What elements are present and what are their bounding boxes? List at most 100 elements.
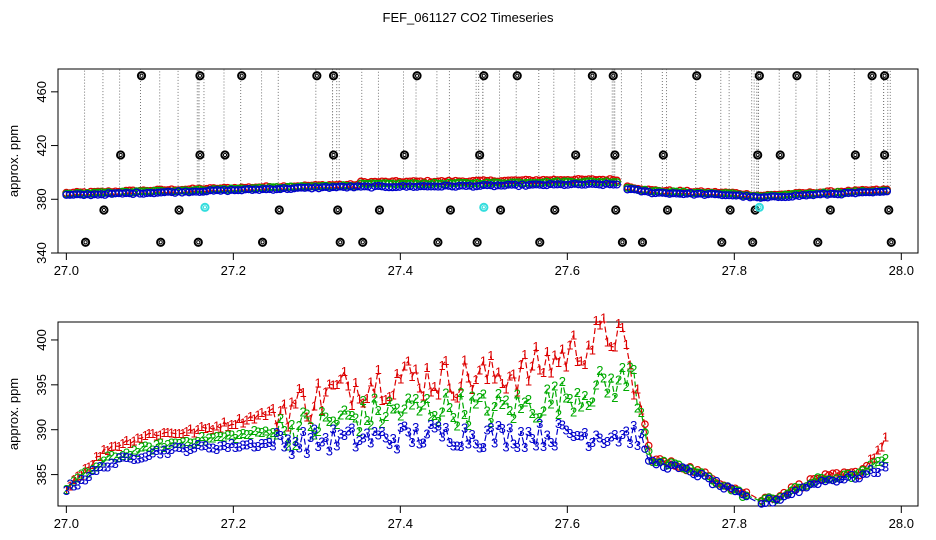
series-marker-1: 1 — [93, 449, 100, 464]
series-ring-3 — [772, 495, 781, 504]
series-marker-1: 1 — [138, 431, 145, 446]
series-marker-2: 2 — [525, 392, 532, 407]
series-marker-1: 1 — [254, 407, 261, 422]
series-marker-3: 3 — [577, 428, 584, 443]
series-marker-1: 1 — [78, 468, 85, 483]
series-marker-1: 1 — [469, 382, 476, 397]
series-marker-2: 2 — [89, 462, 96, 477]
series-marker-1: 1 — [882, 429, 889, 444]
calibration-point — [433, 237, 443, 247]
top-data-points — [62, 71, 896, 247]
series-marker-3: 3 — [397, 420, 404, 435]
calibration-point — [445, 205, 456, 215]
series-marker-3: 3 — [254, 439, 261, 454]
calibration-point — [725, 205, 735, 215]
series-marker-3: 3 — [457, 439, 464, 454]
series-marker-3: 3 — [82, 472, 89, 487]
series-marker-1: 1 — [371, 385, 378, 400]
series-marker-3: 3 — [78, 472, 85, 487]
calibration-point-inner — [481, 205, 486, 210]
series-marker-2: 2 — [134, 445, 141, 460]
calibration-point-inner — [377, 207, 382, 213]
series-marker-3: 3 — [164, 446, 171, 461]
bottom-y-axis-label: approx. ppm — [6, 378, 21, 450]
calibration-point — [399, 150, 410, 160]
series-marker-3: 3 — [236, 439, 243, 454]
series-marker-1: 1 — [619, 320, 626, 335]
series-marker-2: 2 — [435, 414, 442, 429]
series-marker-1: 1 — [363, 391, 370, 406]
series-marker-1: 1 — [112, 439, 119, 454]
series-marker-1: 1 — [85, 460, 92, 475]
series-marker-1: 1 — [570, 328, 577, 343]
series-marker-1: 1 — [243, 412, 250, 427]
series-marker-2: 2 — [555, 407, 562, 422]
calibration-point — [611, 205, 621, 215]
x-tick-label: 27.2 — [221, 263, 246, 278]
calibration-point-inner — [778, 152, 783, 158]
series-marker-2: 2 — [175, 436, 182, 451]
series-ring-3 — [851, 475, 860, 483]
series-marker-3: 3 — [423, 426, 430, 441]
series-marker-2: 2 — [277, 411, 284, 426]
series-marker-2: 2 — [540, 404, 547, 419]
series-marker-2: 2 — [412, 391, 419, 406]
series-marker-1: 1 — [521, 347, 528, 362]
x-tick-label: 27.8 — [722, 263, 747, 278]
series-marker-3: 3 — [311, 421, 318, 436]
series-marker-1: 1 — [228, 417, 235, 432]
series-marker-1: 1 — [202, 421, 209, 436]
series-marker-1: 1 — [529, 358, 536, 373]
calibration-point-inner — [498, 207, 503, 213]
calibration-point-inner — [613, 207, 618, 213]
series-marker-1: 1 — [566, 338, 573, 353]
series-marker-3: 3 — [115, 451, 122, 466]
series-marker-1: 1 — [187, 422, 194, 437]
calibration-point-inner — [176, 207, 182, 213]
series-marker-1: 1 — [318, 403, 325, 418]
calibration-point-inner — [573, 152, 578, 158]
calibration-point-inner — [869, 73, 875, 78]
ring-point — [630, 185, 639, 194]
series-marker-1: 1 — [502, 381, 509, 396]
series-ring-3 — [806, 480, 815, 489]
series-marker-2: 2 — [266, 427, 273, 442]
series-marker-2: 2 — [112, 450, 119, 465]
series-marker-2: 2 — [495, 386, 502, 401]
series-marker-3: 3 — [288, 447, 295, 462]
series-marker-2: 2 — [611, 390, 618, 405]
calibration-point — [608, 71, 618, 81]
series-marker-2: 2 — [566, 391, 573, 406]
calibration-point — [312, 71, 322, 81]
series-marker-2: 2 — [356, 424, 363, 439]
series-marker-2: 2 — [273, 428, 280, 443]
series-ring-3 — [814, 480, 822, 489]
series-ring-3 — [832, 478, 841, 486]
series-marker-3: 3 — [281, 440, 288, 455]
series-marker-3: 3 — [142, 449, 149, 464]
series-marker-3: 3 — [570, 429, 577, 444]
series-marker-1: 1 — [487, 348, 494, 363]
series-marker-2: 2 — [442, 385, 449, 400]
series-marker-1: 1 — [589, 342, 596, 357]
series-marker-3: 3 — [266, 435, 273, 450]
series-marker-1: 1 — [341, 364, 348, 379]
series-marker-3: 3 — [104, 460, 111, 475]
series-marker-1: 1 — [427, 384, 434, 399]
series-marker-1: 1 — [70, 472, 77, 487]
series-marker-2: 2 — [867, 458, 874, 473]
calibration-point-inner — [197, 73, 203, 78]
calibration-point — [195, 150, 205, 160]
series-ring-3 — [641, 445, 649, 453]
series-marker-1: 1 — [262, 408, 269, 423]
series-marker-3: 3 — [600, 436, 607, 451]
series-ring-3 — [723, 482, 732, 490]
calibration-point-inner — [196, 240, 201, 245]
series-marker-2: 2 — [153, 437, 160, 452]
series-marker-2: 2 — [476, 390, 483, 405]
series-marker-3: 3 — [623, 423, 630, 438]
series-ring-2 — [712, 480, 721, 488]
calibration-point — [825, 205, 835, 215]
series-marker-3: 3 — [258, 436, 265, 451]
series-ring-3 — [757, 500, 766, 508]
